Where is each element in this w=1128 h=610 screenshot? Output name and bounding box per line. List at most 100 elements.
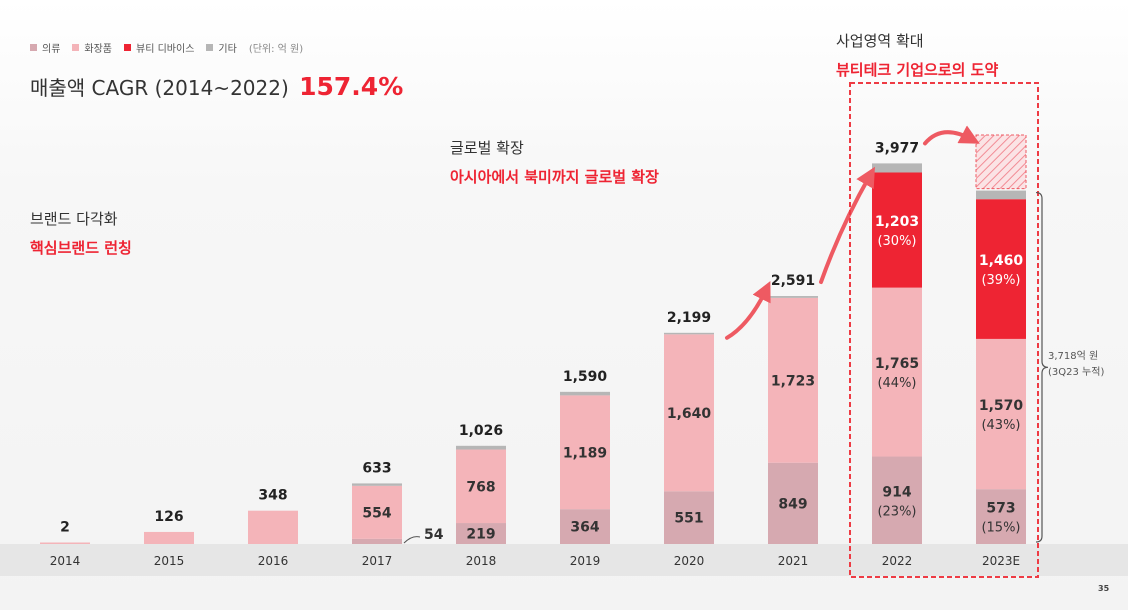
x-tick-label: 2022 xyxy=(882,554,913,568)
bar-2021-series-0 xyxy=(768,462,818,544)
legend-item-other: 기타 xyxy=(206,40,237,55)
bar-value-label: 1,570 xyxy=(979,398,1024,414)
growth-arrow-2021-2022 xyxy=(819,166,875,285)
annotation-global-sub: 아시아에서 북미까지 글로벌 확장 xyxy=(450,168,659,186)
bracket-note-line2: (3Q23 누적) xyxy=(1048,367,1105,378)
bar-2015-series-1 xyxy=(144,531,194,544)
bar-percent-label: (30%) xyxy=(877,234,916,249)
growth-arrow-2022-2023 xyxy=(923,125,980,146)
legend-swatch-other xyxy=(206,44,214,51)
bar-value-label: 914 xyxy=(882,484,911,500)
bar-percent-label: (44%) xyxy=(877,376,916,391)
bar-percent-label: (23%) xyxy=(877,504,916,519)
chart-legend: 의류 화장품 뷰티 디바이스 기타 (단위: 억 원) xyxy=(30,40,303,55)
bar-value-label: 551 xyxy=(674,511,703,527)
x-tick-label: 2023E xyxy=(982,554,1020,568)
x-tick-label: 2019 xyxy=(570,554,601,568)
bar-value-label: 554 xyxy=(362,505,391,521)
x-tick-label: 2020 xyxy=(674,554,705,568)
bar-total-label: 3,977 xyxy=(875,140,919,156)
bar-2023e-forecast xyxy=(975,134,1027,190)
bar-total-label: 2,591 xyxy=(771,273,815,289)
legend-label-apparel: 의류 xyxy=(42,44,61,55)
x-tick-label: 2015 xyxy=(154,554,185,568)
bar-2019-series-1 xyxy=(560,395,610,510)
highlight-box xyxy=(849,82,1039,578)
bar-2023e-series-0 xyxy=(976,489,1026,544)
bar-total-label: 633 xyxy=(362,460,391,476)
annotation-global-expansion: 글로벌 확장 아시아에서 북미까지 글로벌 확장 xyxy=(450,137,659,187)
bar-2023e-series-2 xyxy=(976,199,1026,339)
annotation-brand-heading: 브랜드 다각화 xyxy=(30,210,118,228)
annotation-brand-diversification: 브랜드 다각화 핵심브랜드 런칭 xyxy=(30,208,132,258)
bar-2014-series-1 xyxy=(40,542,90,544)
legend-label-cosmetics: 화장품 xyxy=(84,44,113,55)
bar-value-label: 573 xyxy=(986,501,1015,517)
bar-2022-series-0 xyxy=(872,456,922,544)
bar-percent-label: (43%) xyxy=(981,418,1020,433)
bar-percent-label: (15%) xyxy=(981,521,1020,536)
bar-value-label: 364 xyxy=(570,520,599,536)
x-tick-label: 2018 xyxy=(466,554,497,568)
annotation-business-sub: 뷰티테크 기업으로의 도약 xyxy=(836,61,999,79)
bar-2023e-series-3 xyxy=(976,190,1026,200)
cagr-value: 157.4% xyxy=(299,72,404,101)
bar-2017-series-0 xyxy=(352,538,402,544)
bar-value-label: 768 xyxy=(466,479,495,495)
x-tick-label: 2016 xyxy=(258,554,289,568)
bar-2018-series-0 xyxy=(456,523,506,544)
bar-value-label: 1,203 xyxy=(875,214,919,230)
page-number: 35 xyxy=(1098,584,1110,593)
legend-item-apparel: 의류 xyxy=(30,40,60,55)
bar-value-label: 219 xyxy=(466,527,495,543)
legend-swatch-beauty-device xyxy=(124,44,132,51)
bar-value-label: 1,640 xyxy=(667,406,712,422)
bar-2020-series-0 xyxy=(664,491,714,544)
bar-value-label: 849 xyxy=(778,496,807,512)
annotation-business-expansion: 사업영역 확대 뷰티테크 기업으로의 도약 xyxy=(836,30,998,80)
bar-2023e-series-1 xyxy=(976,338,1026,490)
bar-2022-series-2 xyxy=(872,172,922,288)
bar-total-label: 348 xyxy=(258,488,287,504)
bracket-note: 3,718억 원 (3Q23 누적) xyxy=(1048,349,1104,381)
leader-line xyxy=(403,536,421,544)
bar-value-label: 1,460 xyxy=(979,253,1024,269)
bar-value-label: 1,765 xyxy=(875,356,919,372)
bar-total-label: 126 xyxy=(154,509,183,525)
bar-value-label: 54 xyxy=(424,527,444,543)
cagr-label: 매출액 CAGR (2014~2022) xyxy=(30,76,289,100)
bar-value-label: 1,189 xyxy=(563,445,607,461)
bar-2020-series-3 xyxy=(664,332,714,335)
bar-total-label: 1,026 xyxy=(459,423,503,439)
legend-label-other: 기타 xyxy=(218,44,237,55)
legend-label-beauty-device: 뷰티 디바이스 xyxy=(136,44,195,55)
bar-total-label: 2 xyxy=(60,520,70,536)
bar-2021-series-1 xyxy=(768,297,818,463)
bar-2018-series-3 xyxy=(456,445,506,450)
bar-2020-series-1 xyxy=(664,334,714,492)
bar-2019-series-3 xyxy=(560,391,610,396)
bar-2021-series-3 xyxy=(768,296,818,298)
bar-total-label: 1,590 xyxy=(563,369,608,385)
legend-item-beauty-device: 뷰티 디바이스 xyxy=(124,40,194,55)
annotation-brand-sub: 핵심브랜드 런칭 xyxy=(30,239,132,257)
bar-2017-series-1 xyxy=(352,485,402,539)
bar-2019-series-0 xyxy=(560,509,610,544)
legend-swatch-cosmetics xyxy=(72,44,80,51)
annotation-business-heading: 사업영역 확대 xyxy=(836,32,924,50)
x-axis-band xyxy=(0,544,1128,576)
bar-2022-series-1 xyxy=(872,287,922,457)
bar-total-label: 2,199 xyxy=(667,310,711,326)
bracket-note-line1: 3,718억 원 xyxy=(1048,351,1099,362)
legend-item-cosmetics: 화장품 xyxy=(72,40,112,55)
bar-2022-series-3 xyxy=(872,163,922,173)
annotation-global-heading: 글로벌 확장 xyxy=(450,139,524,157)
x-tick-label: 2021 xyxy=(778,554,809,568)
bar-percent-label: (39%) xyxy=(981,273,1020,288)
x-tick-label: 2017 xyxy=(362,554,393,568)
x-tick-label: 2014 xyxy=(50,554,81,568)
bar-2018-series-1 xyxy=(456,449,506,524)
cagr-headline: 매출액 CAGR (2014~2022) 157.4% xyxy=(30,72,403,101)
unit-label: (단위: 억 원) xyxy=(248,44,304,55)
